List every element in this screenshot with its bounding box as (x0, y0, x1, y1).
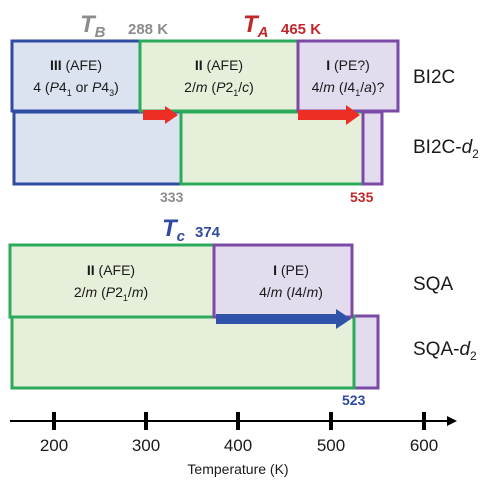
ta-value: 465 K (281, 21, 321, 38)
bi2c-phase1-box (296, 39, 400, 113)
sqa-d2-label: SQA-d2 (413, 339, 477, 363)
bi2c-phase2-spacegroup: 2/m (P21/c) (184, 79, 254, 98)
bi2c-phase1-name: I (PE?) (326, 57, 370, 73)
tick-label-400: 400 (224, 436, 252, 455)
sqa-phase2-name: II (AFE) (87, 262, 135, 278)
tc-value: 374 (195, 224, 221, 241)
sqa-phase1-name: I (PE) (273, 262, 309, 278)
bi2c-d2-phase2-box (179, 110, 365, 186)
tb-value: 288 K (128, 21, 168, 38)
bi2c-d2-phase3-box (12, 110, 183, 186)
sqa-phase1-spacegroup: 4/m (I4/m) (259, 284, 323, 300)
tick-label-300: 300 (132, 436, 160, 455)
transition-arrow-tb (143, 106, 178, 124)
bi2c-phase2-box (138, 39, 300, 113)
bi2c-phase3-box (10, 39, 142, 113)
sqa-phase1-box (212, 243, 354, 319)
sqa-phase2-box (8, 243, 216, 319)
axis-ticks (52, 412, 426, 430)
tick-label-500: 500 (317, 436, 345, 455)
tick-label-600: 600 (410, 436, 438, 455)
bi2c-phase3-name: III (AFE) (50, 57, 102, 73)
transition-arrow-ta (298, 105, 360, 125)
sqa-phase2-spacegroup: 2/m (P21/m) (74, 284, 148, 303)
tick-label-200: 200 (40, 436, 68, 455)
axis-title: Temperature (K) (187, 461, 288, 477)
tb-label: TB (80, 11, 106, 41)
bi2c-phase2-name: II (AFE) (195, 57, 243, 73)
tc-label: Tc (162, 215, 186, 245)
sqa-d2-phase2-box-main (10, 314, 356, 390)
ta-label: TA (243, 11, 269, 41)
bi2c-d2-label: BI2C-d2 (413, 137, 479, 161)
bi2c-d2-phase1-box (361, 110, 384, 186)
bi2c-label: BI2C (413, 67, 455, 88)
sqa-label: SQA (413, 274, 453, 295)
bi2c-phase1-spacegroup: 4/m (I41/a)? (312, 79, 385, 98)
mark-523: 523 (342, 392, 366, 408)
mark-333: 333 (160, 189, 184, 205)
mark-535: 535 (350, 189, 374, 205)
transition-arrow-tc (216, 309, 351, 329)
bi2c-phase3-spacegroup: 4 (P41 or P43) (33, 79, 119, 98)
sqa-d2-phase1-box (352, 314, 380, 390)
